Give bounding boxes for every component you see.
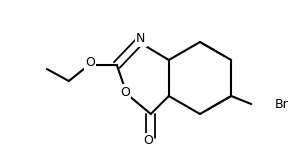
Text: O: O — [143, 135, 153, 147]
Text: N: N — [136, 33, 145, 45]
Text: O: O — [85, 56, 95, 69]
Text: O: O — [120, 85, 130, 99]
Text: Br: Br — [275, 98, 289, 111]
